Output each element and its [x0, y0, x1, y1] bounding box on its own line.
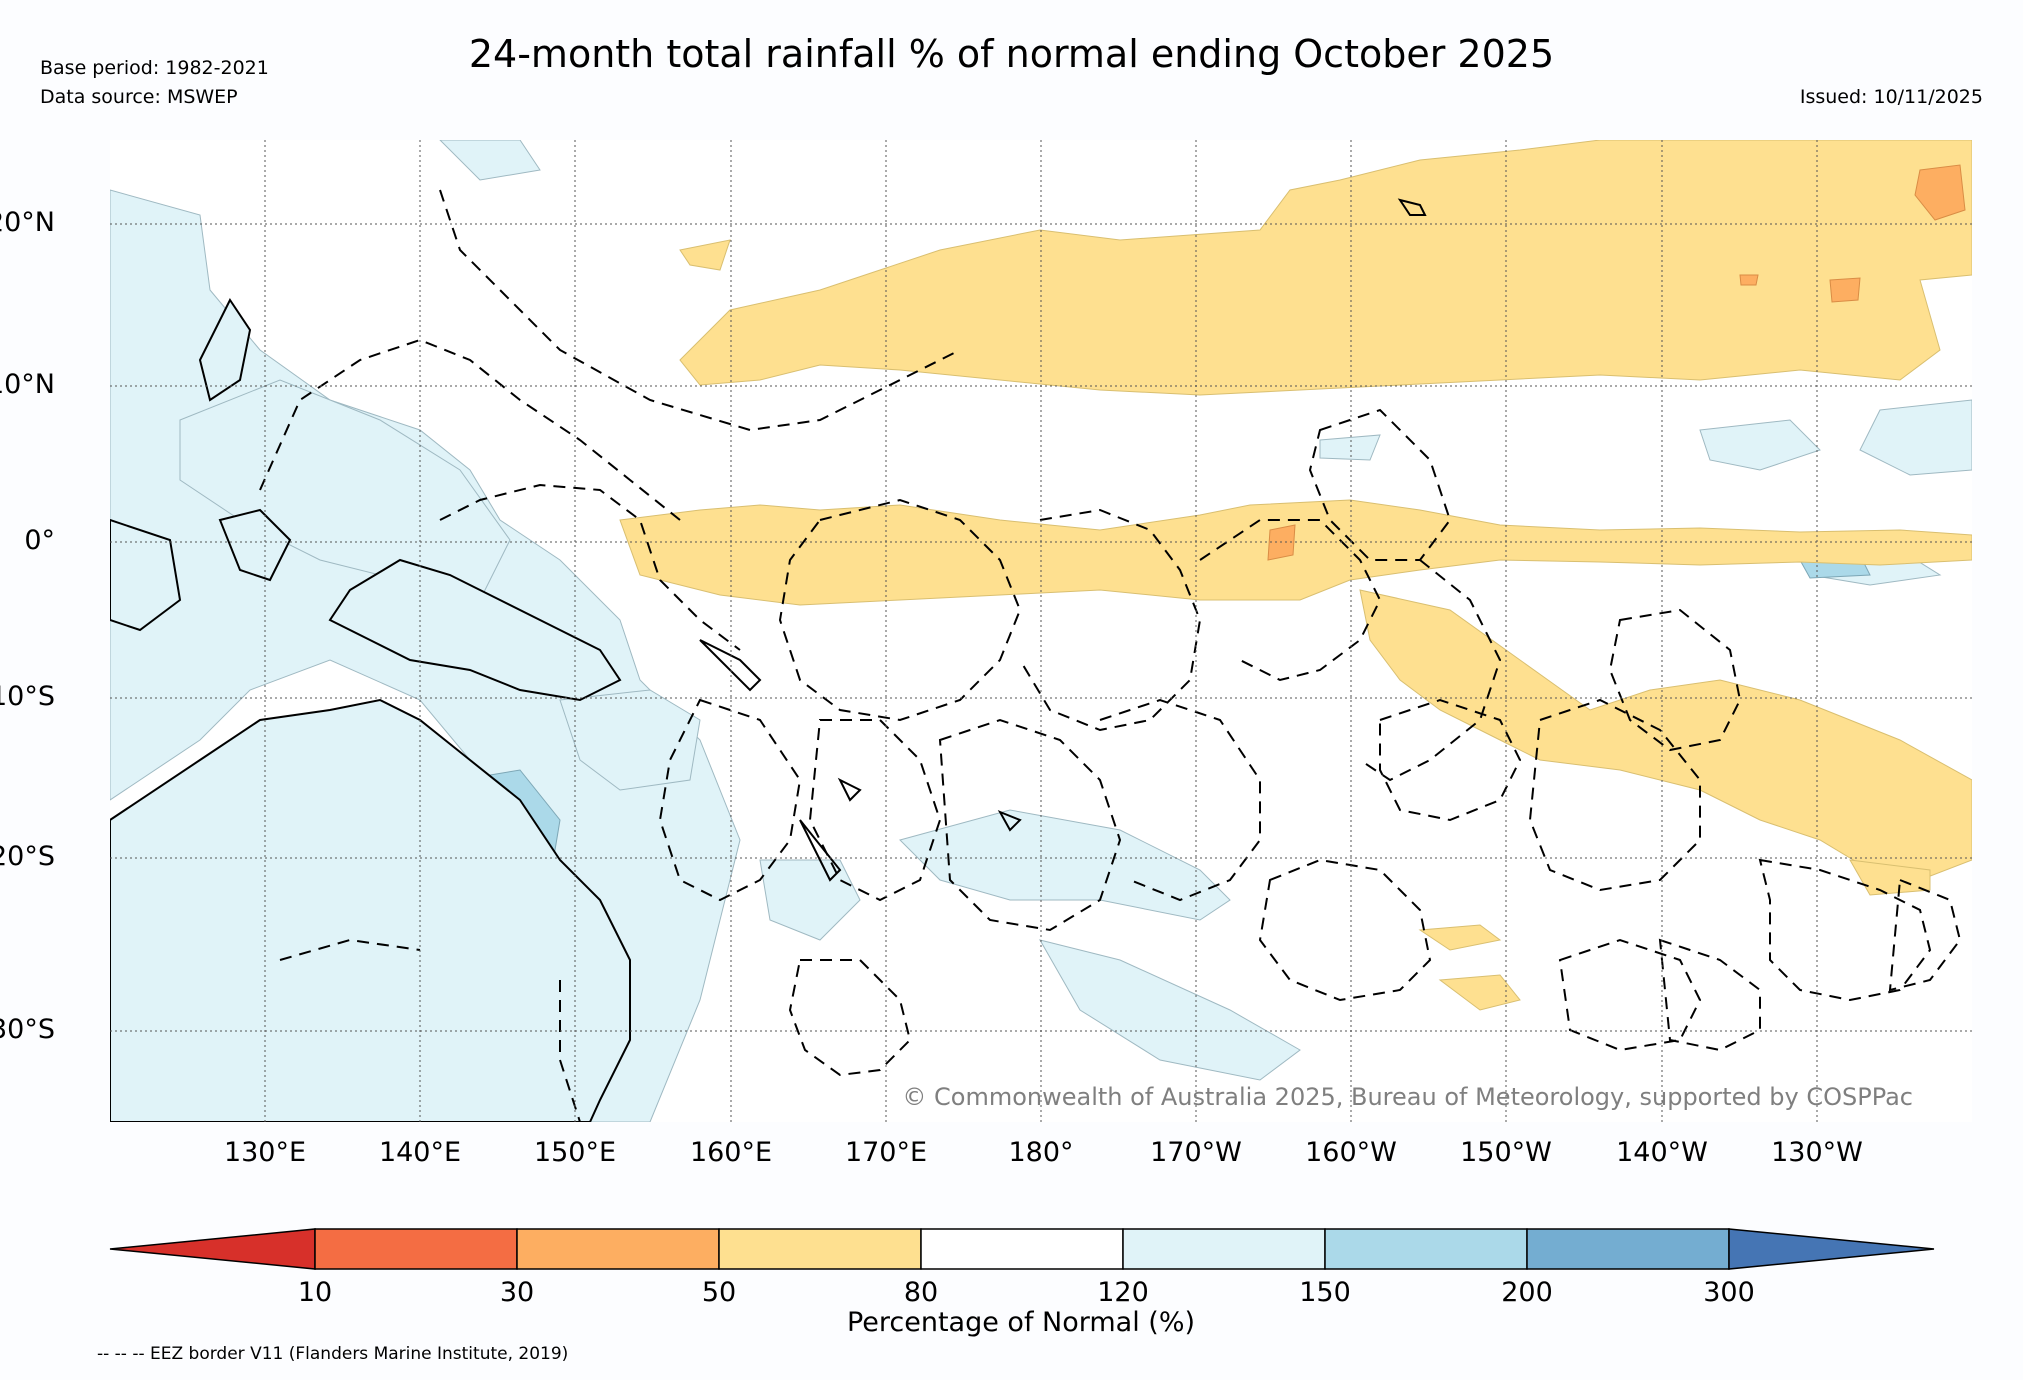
new-caledonia — [799, 819, 842, 882]
page-title: 24-month total rainfall % of normal endi… — [468, 32, 1555, 76]
colorbar-tick-150: 150 — [1299, 1277, 1351, 1308]
colorbar-segment-120-150 — [1122, 1228, 1326, 1270]
colorbar-tick-50: 50 — [701, 1277, 737, 1308]
lon-label-150e: 150°E — [533, 1137, 617, 1168]
colorbar-tick-300: 300 — [1703, 1277, 1755, 1308]
copyright-notice: © Commonwealth of Australia 2025, Bureau… — [902, 1083, 1913, 1111]
graticule — [110, 140, 1972, 1122]
lat-label-10n: 10°N — [0, 369, 55, 400]
fiji — [997, 810, 1022, 832]
colorbar-segment-below-10 — [109, 1228, 316, 1270]
eez-footnote: -- -- -- EEZ border V11 (Flanders Marine… — [97, 1344, 569, 1364]
lat-label-10s: 10°S — [0, 681, 55, 712]
lat-label-20n: 20°N — [0, 207, 55, 238]
lon-label-130w: 130°W — [1771, 1137, 1863, 1168]
lon-label-170w: 170°W — [1150, 1137, 1242, 1168]
new-guinea — [328, 558, 622, 702]
lon-label-130e: 130°E — [223, 1137, 307, 1168]
colorbar-segment-10-30 — [314, 1228, 518, 1270]
colorbar — [109, 1228, 1935, 1270]
borneo — [110, 518, 182, 632]
lon-label-170e: 170°E — [844, 1137, 928, 1168]
lon-label-160e: 160°E — [689, 1137, 773, 1168]
colorbar-label: Percentage of Normal (%) — [846, 1307, 1196, 1338]
hawaii — [1397, 198, 1427, 216]
data-source: Data source: MSWEP — [40, 86, 238, 108]
solomon-islands — [699, 639, 762, 692]
lon-label-140e: 140°E — [378, 1137, 462, 1168]
colorbar-tick-200: 200 — [1501, 1277, 1553, 1308]
lat-label-0: 0° — [24, 525, 55, 556]
landmasses — [110, 298, 631, 1122]
lat-label-30s: 30°S — [0, 1014, 55, 1045]
colorbar-segment-150-200 — [1324, 1228, 1528, 1270]
philippines — [198, 298, 252, 402]
dry-areas — [110, 140, 1972, 1122]
colorbar-segment-200-300 — [1526, 1228, 1730, 1270]
colorbar-tick-30: 30 — [499, 1277, 535, 1308]
very-dry-areas — [379, 164, 1966, 1029]
colorbar-tick-120: 120 — [1097, 1277, 1149, 1308]
lon-label-140w: 140°W — [1616, 1137, 1708, 1168]
colorbar-segment-50-80 — [718, 1228, 922, 1270]
lon-label-180: 180° — [1008, 1137, 1074, 1168]
colorbar-segment-80-120 — [920, 1228, 1124, 1270]
base-period: Base period: 1982-2021 — [40, 57, 269, 79]
colorbar-segment-above-300 — [1728, 1228, 1935, 1270]
eez-borders — [259, 189, 1962, 1122]
colorbar-segment-30-50 — [516, 1228, 720, 1270]
lon-label-160w: 160°W — [1305, 1137, 1397, 1168]
sulawesi — [218, 508, 292, 582]
lat-label-20s: 20°S — [0, 841, 55, 872]
vanuatu — [837, 777, 862, 802]
colorbar-tick-80: 80 — [903, 1277, 939, 1308]
issued-date: Issued: 10/11/2025 — [1799, 86, 1983, 108]
australia — [110, 698, 631, 1122]
colorbar-tick-10: 10 — [297, 1277, 333, 1308]
pacific-islands — [699, 198, 1427, 882]
lon-label-150w: 150°W — [1460, 1137, 1552, 1168]
